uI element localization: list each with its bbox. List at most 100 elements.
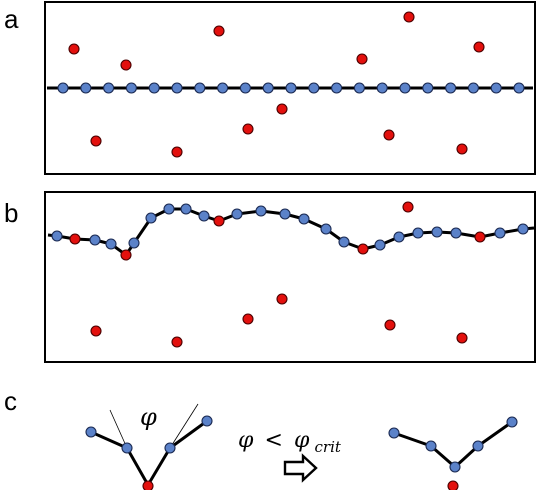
condition-lhs: φ xyxy=(238,428,254,453)
bead xyxy=(517,223,529,235)
bead xyxy=(121,442,133,454)
bead xyxy=(399,82,411,94)
bead xyxy=(128,237,140,249)
impurity-particle xyxy=(276,103,288,115)
bead xyxy=(376,82,388,94)
panel-b-label: b xyxy=(4,198,18,228)
impurity-particle xyxy=(383,129,395,141)
impurity-particle xyxy=(403,11,415,23)
bead xyxy=(145,212,157,224)
bead xyxy=(298,213,310,225)
impurity-particle xyxy=(120,249,132,261)
impurity-particle xyxy=(90,325,102,337)
impurity-particle xyxy=(456,143,468,155)
bead xyxy=(279,208,291,220)
panel-b-frame xyxy=(44,191,536,363)
panel-a: a xyxy=(4,1,536,175)
chain-after xyxy=(388,416,518,490)
panel-b-impurities xyxy=(90,201,468,348)
bead xyxy=(494,227,506,239)
bead xyxy=(308,82,320,94)
bead xyxy=(51,230,63,242)
impurity-particle xyxy=(474,231,486,243)
bead xyxy=(163,203,175,215)
impurity-particle xyxy=(69,233,81,245)
impurity-particle xyxy=(171,336,183,348)
outline-right-arrow-icon xyxy=(283,453,318,483)
impurity-particle xyxy=(242,313,254,325)
bead xyxy=(513,82,525,94)
bead xyxy=(353,82,365,94)
bead xyxy=(431,226,443,238)
bead xyxy=(57,82,69,94)
condition-text: φ < φ crit xyxy=(238,428,342,456)
impurity-particle xyxy=(276,293,288,305)
bead xyxy=(201,415,213,427)
bead xyxy=(103,82,115,94)
angle-symbol: φ xyxy=(140,403,157,431)
condition-operator: < xyxy=(265,428,283,453)
panel-a-chain-beads xyxy=(57,82,525,94)
bead xyxy=(472,440,484,452)
bead xyxy=(89,234,101,246)
impurity-particle xyxy=(456,332,468,344)
impurity-particle xyxy=(402,201,414,213)
chain-after-line xyxy=(393,420,513,469)
bead xyxy=(338,236,350,248)
panel-b-chain-beads xyxy=(51,203,529,261)
impurity-particle xyxy=(171,146,183,158)
bead xyxy=(148,82,160,94)
panel-a-label: a xyxy=(4,4,19,34)
bead xyxy=(198,210,210,222)
impurity-particle xyxy=(473,41,485,53)
bead xyxy=(425,440,437,452)
chain-before: φ xyxy=(85,403,213,490)
bead xyxy=(217,82,229,94)
bead xyxy=(506,416,518,428)
bead xyxy=(374,239,386,251)
bead xyxy=(262,82,274,94)
bead xyxy=(255,205,267,217)
panel-c-label: c xyxy=(4,386,17,416)
impurity-particle xyxy=(213,25,225,37)
impurity-particle xyxy=(242,123,254,135)
bead xyxy=(331,82,343,94)
bead xyxy=(467,82,479,94)
bead xyxy=(422,82,434,94)
bead xyxy=(239,82,251,94)
impurity-particle xyxy=(90,135,102,147)
bead xyxy=(231,208,243,220)
panel-b: b xyxy=(4,191,536,363)
angle-guide-left xyxy=(109,409,128,449)
bead xyxy=(105,238,117,250)
panel-c: c φ φ < φ crit xyxy=(4,386,518,490)
bead xyxy=(388,427,400,439)
impurity-particle xyxy=(213,215,225,227)
condition-rhs-subscript: crit xyxy=(315,438,342,456)
impurity-particle xyxy=(357,243,369,255)
bead xyxy=(445,82,457,94)
bead xyxy=(85,426,97,438)
bead xyxy=(320,223,332,235)
bead xyxy=(450,227,462,239)
condition-rhs: φ xyxy=(294,428,310,453)
bead xyxy=(180,203,192,215)
angle-guide-right xyxy=(169,403,199,449)
bead xyxy=(125,82,137,94)
bead xyxy=(80,82,92,94)
bead xyxy=(449,461,461,473)
bead xyxy=(164,442,176,454)
bead xyxy=(194,82,206,94)
impurity-particle xyxy=(356,53,368,65)
impurity-particle xyxy=(142,480,154,490)
condition: φ < φ crit xyxy=(238,428,342,483)
bead xyxy=(393,231,405,243)
bead xyxy=(490,82,502,94)
bead xyxy=(171,82,183,94)
impurity-particle xyxy=(384,319,396,331)
panel-b-chain-line xyxy=(47,207,535,257)
impurity-particle xyxy=(120,59,132,71)
impurity-particle xyxy=(68,43,80,55)
impurity-particle xyxy=(447,480,459,490)
